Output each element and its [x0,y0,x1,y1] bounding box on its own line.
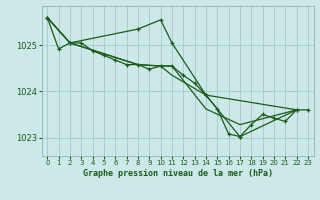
X-axis label: Graphe pression niveau de la mer (hPa): Graphe pression niveau de la mer (hPa) [83,169,273,178]
